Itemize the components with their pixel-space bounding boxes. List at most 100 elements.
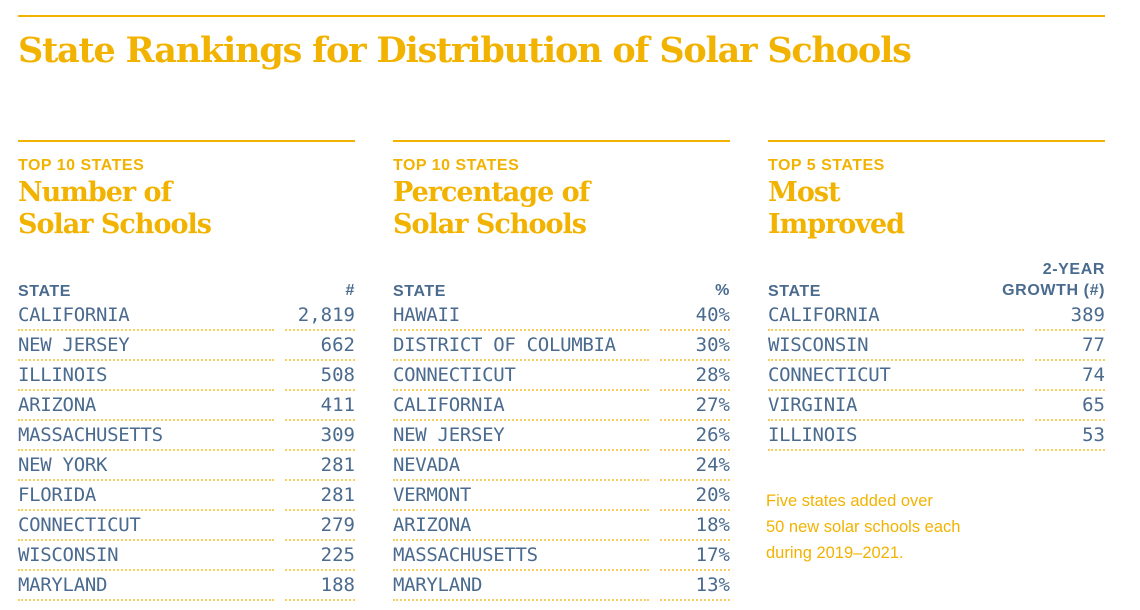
state-name: CALIFORNIA — [18, 301, 274, 331]
state-name: NEW JERSEY — [18, 331, 274, 361]
table-row: NEW JERSEY 26% — [393, 421, 730, 451]
state-name: HAWAII — [393, 301, 649, 331]
table-row: ARIZONA 411 — [18, 391, 355, 421]
table-header: STATE # — [18, 249, 355, 301]
state-name: CALIFORNIA — [393, 391, 649, 421]
state-name: CONNECTICUT — [18, 511, 274, 541]
state-value: 188 — [285, 571, 355, 601]
header-value: % — [715, 280, 730, 301]
heading-line: Solar Schools — [393, 209, 587, 240]
state-value: 28% — [660, 361, 730, 391]
state-name: VIRGINIA — [768, 391, 1024, 421]
heading-line: Solar Schools — [18, 209, 212, 240]
state-value: 40% — [660, 301, 730, 331]
table-row: MASSACHUSETTS 17% — [393, 541, 730, 571]
state-value: 27% — [660, 391, 730, 421]
section-heading: Percentage of Solar Schools — [393, 177, 730, 247]
table-row: NEW YORK 281 — [18, 451, 355, 481]
section-rule — [768, 140, 1105, 142]
state-name: ARIZONA — [18, 391, 274, 421]
state-name: CONNECTICUT — [768, 361, 1024, 391]
state-value: 18% — [660, 511, 730, 541]
state-name: MARYLAND — [393, 571, 649, 601]
table-row: CONNECTICUT 279 — [18, 511, 355, 541]
state-value: 281 — [285, 481, 355, 511]
state-name: FLORIDA — [18, 481, 274, 511]
state-value: 20% — [660, 481, 730, 511]
section-kicker: TOP 5 STATES — [768, 157, 885, 174]
table-row: ILLINOIS 53 — [768, 421, 1105, 451]
state-name: ARIZONA — [393, 511, 649, 541]
state-name: NEVADA — [393, 451, 649, 481]
section-kicker: TOP 10 STATES — [393, 157, 520, 174]
state-name: MARYLAND — [18, 571, 274, 601]
table-row: NEW JERSEY 662 — [18, 331, 355, 361]
table-row: MARYLAND 13% — [393, 571, 730, 601]
table-row: HAWAII 40% — [393, 301, 730, 331]
section-heading: Most Improved — [768, 177, 1105, 247]
state-name: DISTRICT OF COLUMBIA — [393, 331, 649, 361]
table-row: FLORIDA 281 — [18, 481, 355, 511]
state-value: 309 — [285, 421, 355, 451]
table-row: VIRGINIA 65 — [768, 391, 1105, 421]
table-header: STATE 2-YEAR GROWTH (#) — [768, 249, 1105, 301]
header-state: STATE — [18, 283, 72, 300]
section-rule — [18, 140, 355, 142]
section-rule — [393, 140, 730, 142]
ranking-most-improved: TOP 5 STATES Most Improved STATE 2-YEAR GR… — [768, 140, 1105, 451]
table-row: DISTRICT OF COLUMBIA 30% — [393, 331, 730, 361]
state-value: 53 — [1035, 421, 1105, 451]
state-name: CONNECTICUT — [393, 361, 649, 391]
state-value: 74 — [1035, 361, 1105, 391]
state-value: 662 — [285, 331, 355, 361]
table-row: CONNECTICUT 74 — [768, 361, 1105, 391]
state-value: 389 — [1035, 301, 1105, 331]
heading-line: Improved — [768, 209, 905, 240]
table-row: NEVADA 24% — [393, 451, 730, 481]
header-value: # — [346, 280, 356, 301]
table-row: MASSACHUSETTS 309 — [18, 421, 355, 451]
ranking-percentage-of-solar-schools: TOP 10 STATES Percentage of Solar Schools… — [393, 140, 730, 601]
table-row: VERMONT 20% — [393, 481, 730, 511]
state-name: NEW YORK — [18, 451, 274, 481]
table-row: CALIFORNIA 389 — [768, 301, 1105, 331]
footnote: Five states added over 50 new solar scho… — [766, 488, 1026, 566]
state-value: 411 — [285, 391, 355, 421]
footnote-line: during 2019–2021. — [766, 544, 904, 562]
state-value: 30% — [660, 331, 730, 361]
state-value: 17% — [660, 541, 730, 571]
table-row: MARYLAND 188 — [18, 571, 355, 601]
state-value: 65 — [1035, 391, 1105, 421]
heading-line: Number of — [18, 177, 172, 208]
header-value-line: 2-YEAR — [1042, 261, 1105, 278]
state-value: 281 — [285, 451, 355, 481]
state-name: CALIFORNIA — [768, 301, 1024, 331]
header-value-line: % — [715, 282, 730, 299]
footnote-line: Five states added over — [766, 492, 933, 510]
state-value: 508 — [285, 361, 355, 391]
footnote-line: 50 new solar schools each — [766, 518, 961, 536]
header-value: 2-YEAR GROWTH (#) — [1002, 259, 1105, 301]
table-row: CONNECTICUT 28% — [393, 361, 730, 391]
state-value: 225 — [285, 541, 355, 571]
state-name: MASSACHUSETTS — [18, 421, 274, 451]
header-value-line: GROWTH (#) — [1002, 282, 1105, 299]
state-value: 2,819 — [285, 301, 355, 331]
state-name: VERMONT — [393, 481, 649, 511]
header-state: STATE — [393, 283, 447, 300]
state-value: 279 — [285, 511, 355, 541]
state-value: 13% — [660, 571, 730, 601]
table-row: ARIZONA 18% — [393, 511, 730, 541]
table-row: ILLINOIS 508 — [18, 361, 355, 391]
top-rule — [18, 15, 1105, 17]
state-name: WISCONSIN — [768, 331, 1024, 361]
ranking-number-of-solar-schools: TOP 10 STATES Number of Solar Schools STA… — [18, 140, 355, 601]
state-name: ILLINOIS — [768, 421, 1024, 451]
heading-line: Most — [768, 177, 841, 208]
section-heading: Number of Solar Schools — [18, 177, 355, 247]
state-name: NEW JERSEY — [393, 421, 649, 451]
table-row: WISCONSIN 225 — [18, 541, 355, 571]
header-value-line: # — [345, 282, 355, 299]
heading-line: Percentage of — [393, 177, 590, 208]
state-value: 24% — [660, 451, 730, 481]
